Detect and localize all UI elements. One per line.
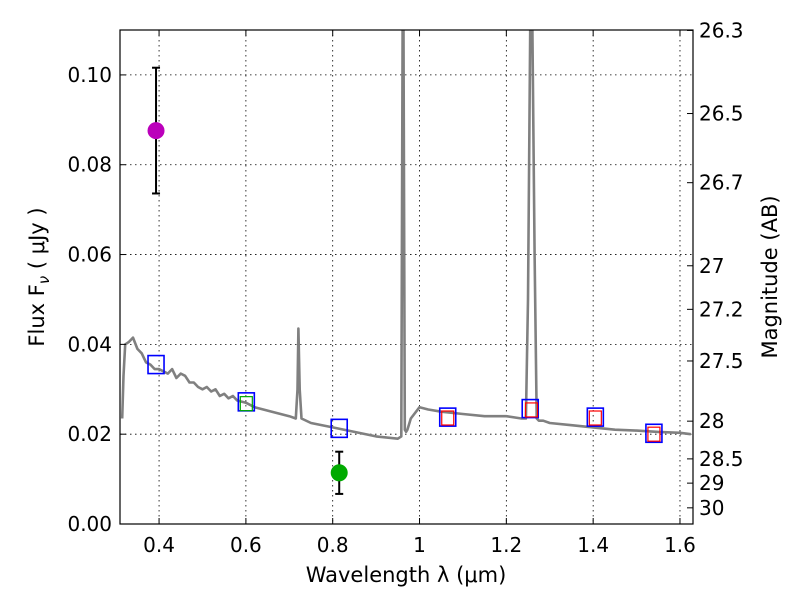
y2-tick-label: 30 xyxy=(699,496,724,520)
x-tick-label: 0.6 xyxy=(230,533,262,557)
y2-tick-label: 28.5 xyxy=(699,447,744,471)
observed-points xyxy=(147,66,348,495)
model-photometry-square xyxy=(645,423,663,444)
y-axis-title-main: Flux F xyxy=(25,284,49,346)
y-axis: 0.00 0.02 0.04 0.06 0.08 0.10 xyxy=(67,63,126,536)
x-tick-label: 1.4 xyxy=(577,533,609,557)
secondary-photometry-square-green xyxy=(239,396,253,412)
y-tick-label: 0.10 xyxy=(67,63,112,87)
y2-tick-label: 27.2 xyxy=(699,297,744,321)
model-photometry-squares xyxy=(147,354,663,444)
y2-tick-label: 26.3 xyxy=(699,18,744,42)
y2-tick-label: 29 xyxy=(699,471,724,495)
grid-lines xyxy=(120,30,693,525)
sed-model-series xyxy=(120,30,691,441)
y-tick-label: 0.02 xyxy=(67,422,112,446)
model-photometry-square xyxy=(586,407,605,427)
y2-tick-label: 28 xyxy=(699,409,724,433)
y-tick-label: 0.06 xyxy=(67,243,112,267)
secondary-photometry-square xyxy=(588,410,602,426)
x-axis-title: Wavelength λ (μm) xyxy=(306,563,507,587)
y2-axis-title: Magnitude (AB) xyxy=(758,195,782,358)
model-photometry-square xyxy=(147,354,165,375)
observed-data-point xyxy=(330,464,348,482)
x-tick-label: 1.6 xyxy=(664,533,696,557)
model-photometry-square xyxy=(330,418,349,439)
secondary-photometry-squares xyxy=(239,396,661,442)
model-photometry-square xyxy=(521,398,540,419)
x-axis: 0.4 0.6 0.8 1 1.2 1.4 1.6 xyxy=(143,30,696,557)
model-photometry-square xyxy=(438,407,457,427)
y2-tick-label: 27.5 xyxy=(699,349,744,373)
y-axis-title-unit: ( μJy ) xyxy=(25,207,49,275)
secondary-photometry-square xyxy=(647,426,661,442)
y2-tick-label: 27 xyxy=(699,254,724,278)
y-tick-label: 0.00 xyxy=(67,512,112,536)
sed-model-line xyxy=(120,30,691,441)
y2-tick-label: 26.7 xyxy=(699,171,744,195)
secondary-photometry-square xyxy=(524,402,539,418)
y-tick-label: 0.04 xyxy=(67,332,112,356)
y-axis-title-subscript: ν xyxy=(35,276,53,284)
x-tick-label: 0.8 xyxy=(317,533,349,557)
plot-frame xyxy=(119,29,694,525)
x-tick-label: 0.4 xyxy=(143,533,175,557)
secondary-photometry-square xyxy=(441,410,455,426)
y-axis-title: Flux Fν ( μJy ) xyxy=(25,207,53,346)
y2-tick-label: 26.5 xyxy=(699,102,744,126)
observed-data-point xyxy=(147,122,165,140)
x-tick-label: 1.2 xyxy=(490,533,522,557)
x-tick-label: 1 xyxy=(413,533,426,557)
y-tick-label: 0.08 xyxy=(67,153,112,177)
